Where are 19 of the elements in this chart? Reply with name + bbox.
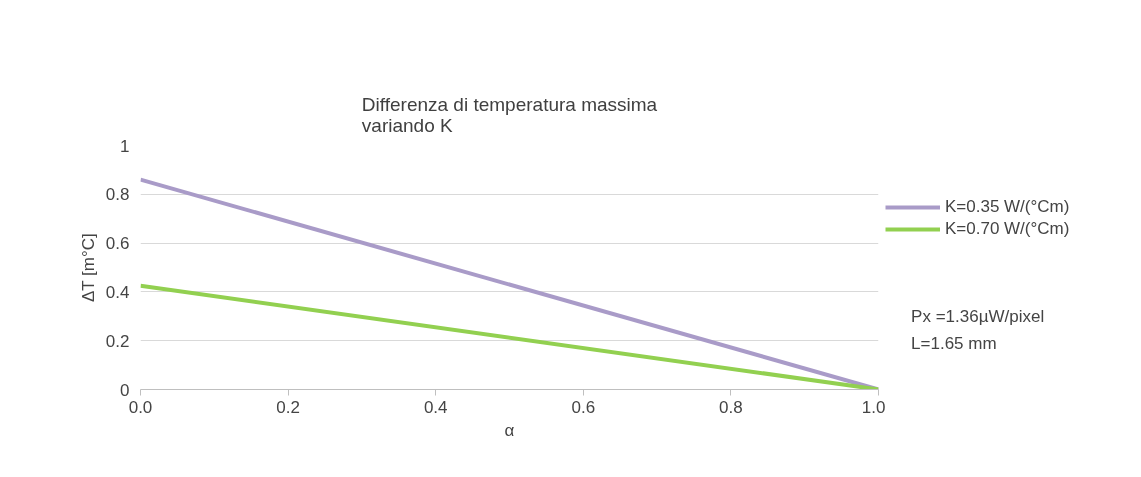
text: Px =1.36µW/pixel: [911, 306, 1045, 326]
y-tick-label: 0.8: [105, 185, 130, 205]
text: L=1.65 mm: [911, 333, 997, 353]
x-tick-label: 0.0: [128, 397, 153, 417]
x-tick-label: 0.8: [719, 397, 743, 417]
y-tick-label: 0.4: [105, 282, 130, 302]
chart-title: Differenza di temperatura massima variando K: [361, 93, 658, 136]
y-tick-label: 1: [120, 136, 130, 156]
x-tick-label: 0.4: [423, 397, 448, 417]
legend-label: K=0.35 W/(°Cm): [945, 197, 1070, 217]
x-tick-label: 1.0: [861, 397, 886, 417]
y-tick-label: 0.2: [105, 331, 130, 351]
x-axis-title: α: [504, 420, 515, 440]
y-tick-label: 0.6: [105, 234, 130, 254]
x-tick-label: 0.6: [571, 397, 596, 417]
y-tick-label: 0: [120, 380, 130, 400]
legend-label: K=0.70 W/(°Cm): [945, 219, 1070, 239]
x-tick-label: 0.2: [276, 397, 300, 417]
y-axis-title: ΔT [m°C]: [78, 233, 98, 303]
